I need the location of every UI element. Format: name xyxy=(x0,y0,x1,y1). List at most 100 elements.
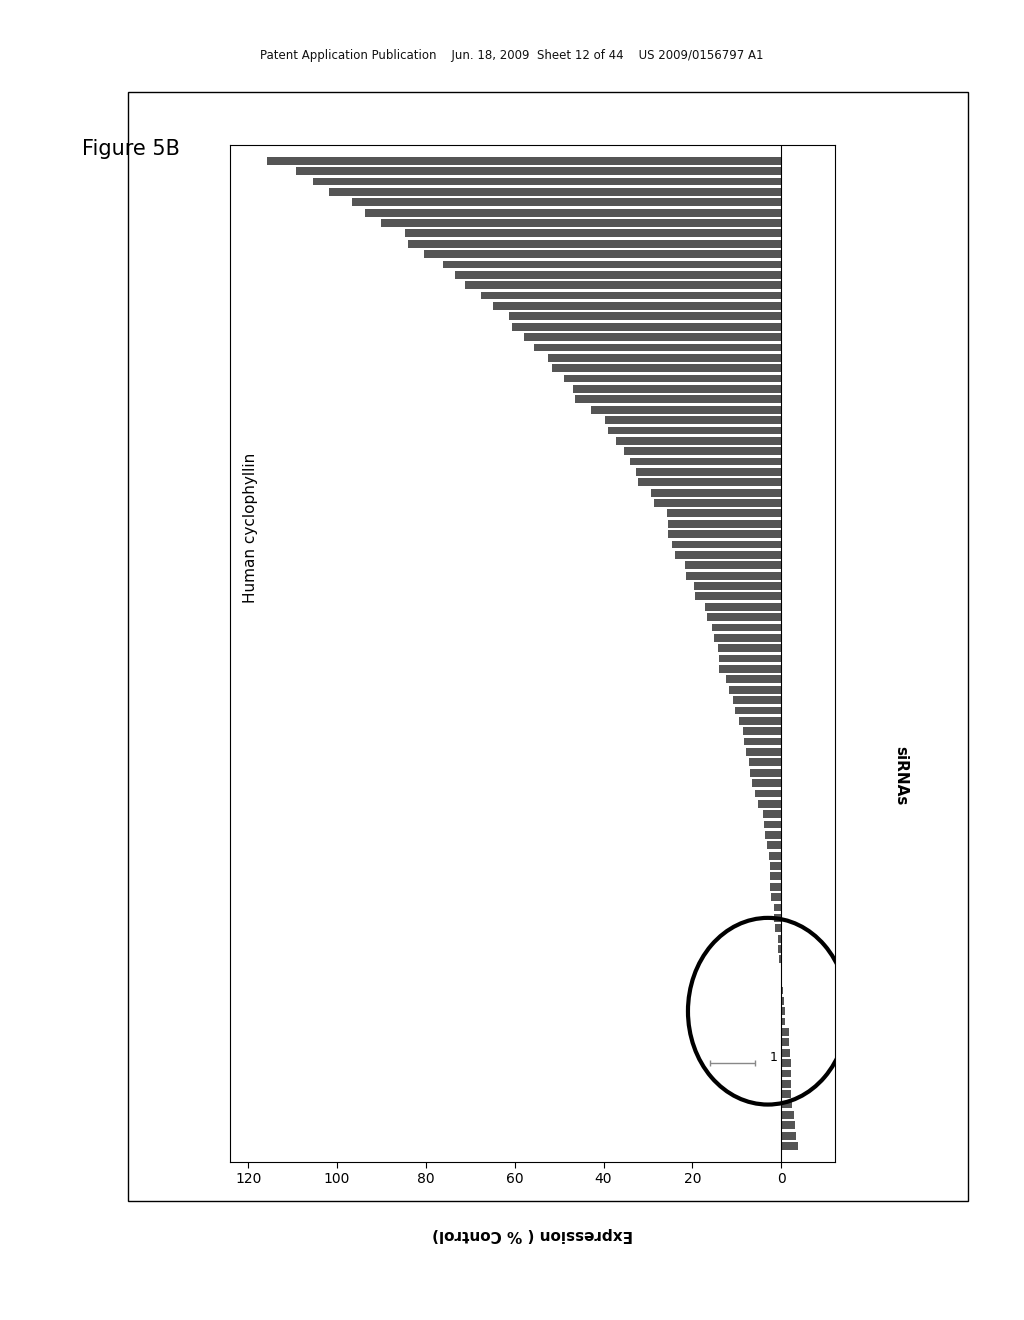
Bar xyxy=(758,800,781,808)
Bar xyxy=(714,634,781,642)
Bar xyxy=(672,541,781,548)
Text: 1: 1 xyxy=(770,1052,778,1064)
Bar xyxy=(535,343,781,351)
Bar xyxy=(729,686,781,693)
Bar xyxy=(781,1049,791,1056)
Bar xyxy=(769,851,781,859)
Bar xyxy=(686,572,781,579)
Bar xyxy=(510,313,781,321)
Bar xyxy=(781,1080,792,1088)
Bar xyxy=(563,375,781,383)
Bar xyxy=(735,706,781,714)
Bar xyxy=(774,913,781,921)
Bar xyxy=(575,396,781,403)
Bar xyxy=(694,582,781,590)
Bar xyxy=(777,935,781,942)
Bar xyxy=(605,416,781,424)
Bar xyxy=(763,810,781,818)
Bar xyxy=(781,1007,784,1015)
Bar xyxy=(424,251,781,257)
Bar xyxy=(455,271,781,279)
Bar xyxy=(771,894,781,902)
Bar xyxy=(726,676,781,684)
Bar xyxy=(330,187,781,195)
Bar xyxy=(781,1039,790,1047)
Bar xyxy=(779,956,781,964)
Bar xyxy=(781,1122,796,1129)
Bar xyxy=(781,1101,792,1109)
Bar xyxy=(781,997,784,1005)
Bar xyxy=(742,727,781,735)
Bar xyxy=(480,292,781,300)
Bar xyxy=(744,738,781,746)
Bar xyxy=(381,219,781,227)
Bar xyxy=(752,779,781,787)
Bar xyxy=(706,603,781,611)
Bar xyxy=(404,230,781,238)
Bar xyxy=(718,644,781,652)
Bar xyxy=(493,302,781,310)
Bar xyxy=(774,904,781,911)
Bar xyxy=(573,385,781,393)
Bar xyxy=(591,405,781,413)
Bar xyxy=(608,426,781,434)
Bar xyxy=(548,354,781,362)
Bar xyxy=(778,945,781,953)
Bar xyxy=(630,458,781,466)
Bar xyxy=(781,1059,791,1067)
Text: Expression ( % Control): Expression ( % Control) xyxy=(432,1226,633,1242)
Bar xyxy=(745,748,781,756)
Text: Human cyclophyllin: Human cyclophyllin xyxy=(244,453,258,603)
Bar xyxy=(781,1069,791,1077)
Bar xyxy=(733,696,781,704)
Bar xyxy=(767,841,781,849)
Bar xyxy=(781,986,782,994)
Bar xyxy=(781,1018,784,1026)
Text: Figure 5B: Figure 5B xyxy=(82,139,180,158)
Bar xyxy=(296,168,781,176)
Bar xyxy=(650,488,781,496)
Bar xyxy=(624,447,781,455)
Bar xyxy=(712,623,781,631)
Bar xyxy=(638,478,781,486)
Bar xyxy=(751,768,781,776)
Text: siRNAs: siRNAs xyxy=(894,746,908,805)
Bar xyxy=(675,550,781,558)
Bar xyxy=(775,924,781,932)
Bar xyxy=(781,1142,799,1150)
Bar xyxy=(616,437,781,445)
Bar xyxy=(668,510,781,517)
Bar xyxy=(764,821,781,829)
Text: Patent Application Publication    Jun. 18, 2009  Sheet 12 of 44    US 2009/01567: Patent Application Publication Jun. 18, … xyxy=(260,49,764,62)
Bar xyxy=(267,157,781,165)
Bar xyxy=(708,614,781,620)
Bar xyxy=(552,364,781,372)
Bar xyxy=(352,198,781,206)
Bar xyxy=(750,759,781,766)
Bar xyxy=(765,832,781,838)
Bar xyxy=(443,260,781,268)
Bar xyxy=(755,789,781,797)
Bar xyxy=(781,1131,797,1139)
Bar xyxy=(770,873,781,880)
Bar xyxy=(770,883,781,891)
Bar xyxy=(668,520,781,528)
Bar xyxy=(739,717,781,725)
Bar xyxy=(719,655,781,663)
Bar xyxy=(781,1111,795,1119)
Bar xyxy=(720,665,781,673)
Bar xyxy=(408,240,781,248)
Bar xyxy=(366,209,781,216)
Bar xyxy=(313,178,781,185)
Bar xyxy=(512,323,781,330)
Bar xyxy=(685,561,781,569)
Bar xyxy=(465,281,781,289)
Bar xyxy=(695,593,781,601)
Bar xyxy=(781,1090,792,1098)
Bar xyxy=(524,333,781,341)
Bar xyxy=(770,862,781,870)
Bar xyxy=(669,531,781,539)
Bar xyxy=(781,1028,788,1036)
Bar xyxy=(654,499,781,507)
Bar xyxy=(636,469,781,475)
